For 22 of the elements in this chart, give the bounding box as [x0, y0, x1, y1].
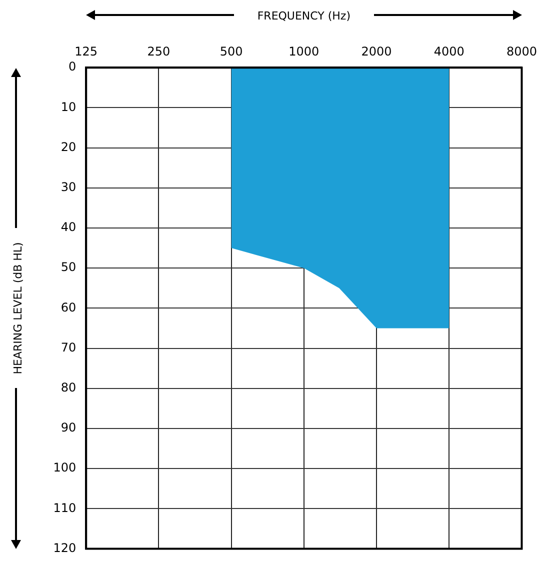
- x-tick-label: 8000: [506, 44, 538, 59]
- y-tick-label: 110: [53, 500, 76, 515]
- x-tick-label: 4000: [434, 44, 464, 59]
- y-tick-label: 60: [60, 300, 76, 314]
- y-tick-label: 10: [60, 100, 76, 114]
- y-tick-label: 50: [60, 260, 76, 274]
- y-tick-label: 90: [60, 420, 76, 435]
- y-tick-label: 70: [60, 340, 76, 354]
- y-tick-label: 120: [53, 540, 76, 555]
- y-tick-label: 0: [68, 60, 76, 74]
- y-tick-label: 100: [53, 460, 76, 475]
- y-tick-label: 80: [60, 380, 76, 395]
- x-tick-label: 500: [220, 44, 243, 59]
- y-axis-title: HEARING LEVEL (dB HL): [11, 242, 24, 374]
- y-tick-label: 30: [60, 180, 76, 194]
- y-tick-label: 20: [60, 140, 76, 154]
- x-axis-title: FREQUENCY (Hz): [257, 9, 350, 22]
- x-tick-label: 1000: [288, 44, 320, 59]
- x-tick-label: 125: [74, 44, 98, 59]
- y-tick-label: 40: [60, 220, 76, 234]
- x-tick-label: 250: [147, 44, 170, 59]
- x-tick-label: 2000: [361, 44, 392, 59]
